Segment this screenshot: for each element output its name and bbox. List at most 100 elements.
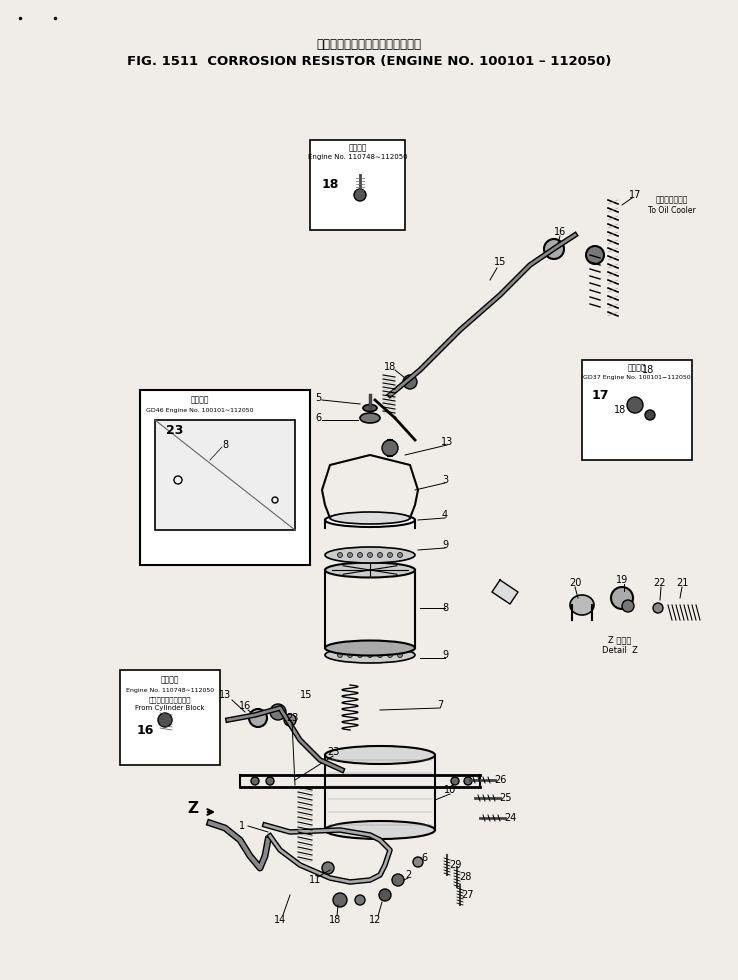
Text: 23: 23	[286, 713, 298, 723]
Circle shape	[451, 777, 459, 785]
Text: 13: 13	[441, 437, 453, 447]
Circle shape	[251, 777, 259, 785]
Text: 14: 14	[274, 915, 286, 925]
Ellipse shape	[325, 821, 435, 839]
Text: FIG. 1511  CORROSION RESISTOR (ENGINE NO. 100101 – 112050): FIG. 1511 CORROSION RESISTOR (ENGINE NO.…	[127, 56, 611, 69]
Circle shape	[387, 653, 393, 658]
Ellipse shape	[360, 413, 380, 423]
Text: 16: 16	[554, 227, 566, 237]
Circle shape	[333, 893, 347, 907]
Text: From Cylinder Block: From Cylinder Block	[135, 705, 205, 711]
Bar	[155, 420, 295, 530]
Bar	[140, 390, 310, 565]
Text: 6: 6	[315, 413, 321, 423]
Text: GD46 Engine No. 100101∼112050: GD46 Engine No. 100101∼112050	[146, 408, 254, 413]
Circle shape	[337, 553, 342, 558]
Text: 8: 8	[222, 440, 228, 450]
Text: 27: 27	[462, 890, 475, 900]
Ellipse shape	[325, 647, 415, 663]
Text: 7: 7	[437, 700, 443, 710]
Text: 18: 18	[329, 915, 341, 925]
Text: 29: 29	[449, 860, 461, 870]
Circle shape	[622, 600, 634, 612]
Circle shape	[398, 553, 402, 558]
Text: 25: 25	[499, 793, 511, 803]
Text: 16: 16	[137, 723, 154, 737]
Circle shape	[382, 440, 398, 456]
Text: 13: 13	[219, 690, 231, 700]
Text: Z: Z	[187, 801, 199, 815]
Circle shape	[270, 704, 286, 720]
Circle shape	[586, 246, 604, 264]
Circle shape	[627, 397, 643, 413]
Circle shape	[348, 553, 353, 558]
Circle shape	[403, 375, 417, 389]
Circle shape	[379, 889, 391, 901]
Ellipse shape	[325, 513, 415, 527]
Text: 26: 26	[494, 775, 506, 785]
Text: 5: 5	[315, 393, 321, 403]
Bar	[310, 140, 405, 230]
Circle shape	[464, 777, 472, 785]
Circle shape	[645, 410, 655, 420]
Circle shape	[337, 653, 342, 658]
Text: 20: 20	[569, 578, 582, 588]
Text: 適用号機: 適用号機	[628, 364, 646, 372]
Circle shape	[413, 857, 423, 867]
Ellipse shape	[325, 563, 415, 577]
Text: 18: 18	[642, 365, 654, 375]
Text: 19: 19	[616, 575, 628, 585]
Circle shape	[378, 653, 382, 658]
Circle shape	[368, 653, 373, 658]
Text: 4: 4	[442, 510, 448, 520]
Text: 6: 6	[421, 853, 427, 863]
Text: Detail  Z: Detail Z	[602, 646, 638, 655]
Circle shape	[544, 239, 564, 259]
Text: 18: 18	[384, 362, 396, 372]
Circle shape	[611, 587, 633, 609]
Ellipse shape	[325, 746, 435, 764]
Text: 15: 15	[300, 690, 312, 700]
Text: 10: 10	[444, 785, 456, 795]
Text: GD37 Engine No. 100101−112050: GD37 Engine No. 100101−112050	[583, 374, 691, 379]
Circle shape	[398, 653, 402, 658]
Text: 28: 28	[459, 872, 471, 882]
Circle shape	[378, 553, 382, 558]
Text: 15: 15	[494, 257, 506, 267]
Text: 適用号機: 適用号機	[190, 396, 210, 405]
Text: Engine No. 110748∼112050: Engine No. 110748∼112050	[308, 154, 408, 160]
Text: 適用号機: 適用号機	[161, 675, 179, 684]
Circle shape	[357, 653, 362, 658]
Text: 17: 17	[629, 190, 641, 200]
Ellipse shape	[363, 405, 377, 412]
Text: オイルクーラヘ: オイルクーラヘ	[656, 195, 689, 205]
Text: 8: 8	[442, 603, 448, 613]
Text: 22: 22	[654, 578, 666, 588]
Text: シリンダブロックから: シリンダブロックから	[149, 697, 191, 704]
Text: 24: 24	[504, 813, 516, 823]
Text: 3: 3	[442, 475, 448, 485]
Text: 23: 23	[166, 423, 184, 436]
Circle shape	[355, 895, 365, 905]
Circle shape	[266, 777, 274, 785]
Text: 1: 1	[239, 821, 245, 831]
Bar	[120, 670, 220, 765]
Text: 2: 2	[405, 870, 411, 880]
Text: 9: 9	[442, 540, 448, 550]
Text: 9: 9	[442, 650, 448, 660]
Circle shape	[387, 553, 393, 558]
Ellipse shape	[570, 595, 594, 615]
Circle shape	[357, 553, 362, 558]
Text: Z 拡大図: Z 拡大図	[608, 635, 632, 645]
Circle shape	[284, 714, 296, 726]
Text: 18: 18	[321, 178, 339, 191]
Circle shape	[392, 874, 404, 886]
Bar	[582, 360, 692, 460]
Text: 16: 16	[239, 701, 251, 711]
Text: To Oil Cooler: To Oil Cooler	[648, 206, 696, 215]
Text: 18: 18	[614, 405, 626, 415]
Text: 17: 17	[591, 388, 609, 402]
Circle shape	[249, 709, 267, 727]
Circle shape	[322, 862, 334, 874]
Ellipse shape	[330, 512, 410, 524]
